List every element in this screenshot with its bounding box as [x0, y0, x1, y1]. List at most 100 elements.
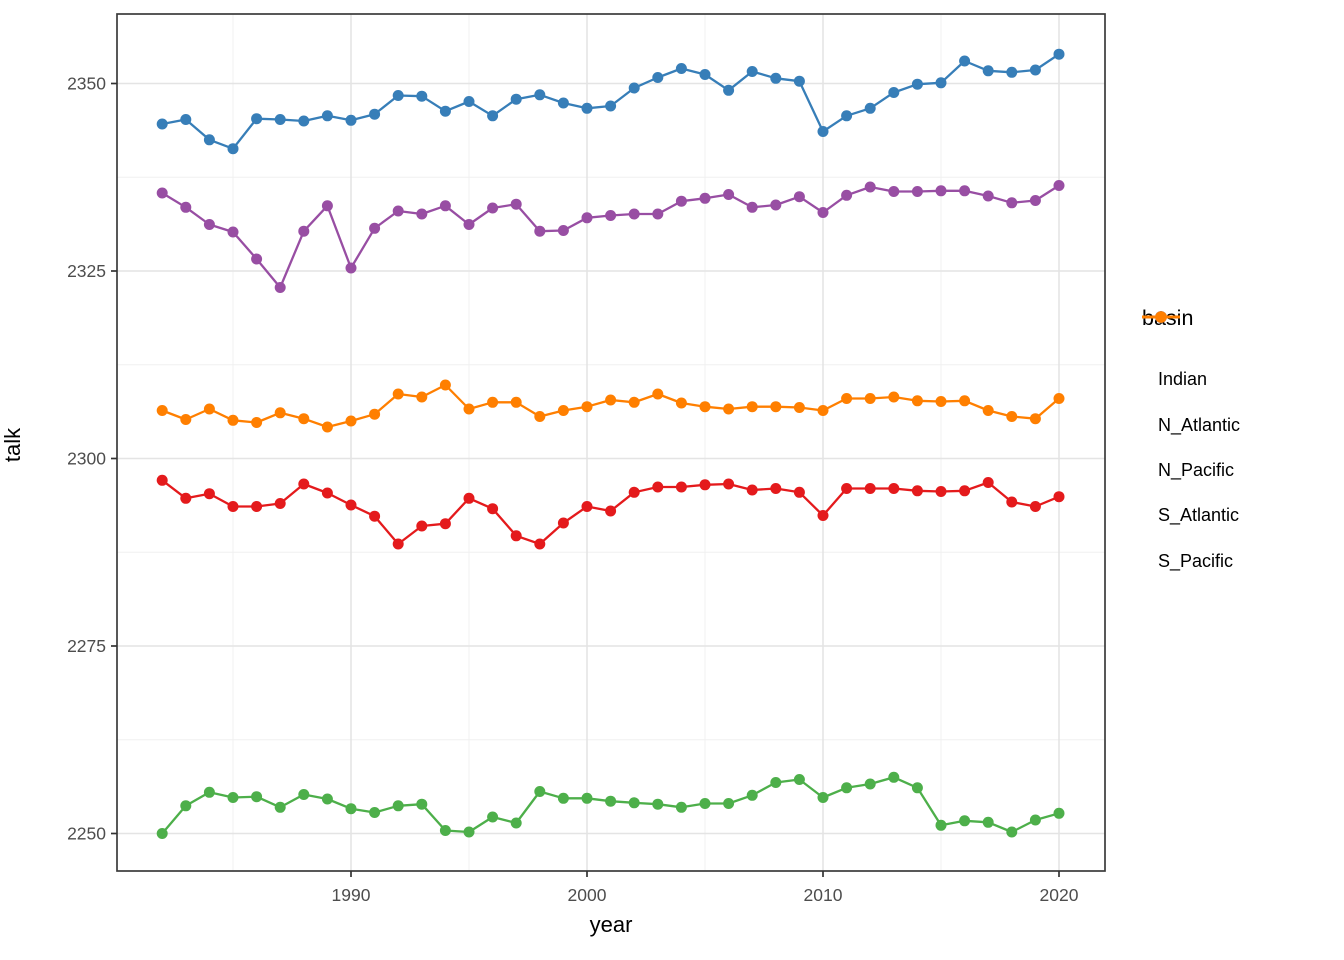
data-point	[699, 401, 711, 413]
data-point	[274, 498, 286, 509]
data-point	[982, 816, 994, 828]
data-point	[180, 114, 192, 125]
data-point	[487, 202, 499, 214]
data-point	[274, 407, 286, 419]
data-point	[321, 793, 333, 805]
data-point	[1006, 411, 1018, 422]
legend-label: Indian	[1158, 369, 1208, 390]
y-tick-label: 2300	[67, 449, 106, 469]
data-point	[180, 414, 192, 425]
data-point	[203, 786, 215, 798]
data-point	[935, 396, 947, 407]
data-point	[487, 110, 499, 122]
data-point	[298, 115, 310, 127]
data-point	[463, 219, 475, 230]
series-N_Pacific	[156, 771, 1065, 839]
series-Indian	[156, 474, 1065, 550]
data-point	[557, 517, 569, 529]
x-tick-label: 2010	[804, 885, 843, 905]
axes: 1990 2000 2010 2020 2250 2275 2300 2325 2350	[67, 74, 1079, 906]
legend-label: N_Atlantic	[1158, 414, 1241, 435]
data-point	[605, 505, 617, 517]
data-point	[463, 826, 475, 838]
data-point	[793, 402, 805, 413]
data-point	[227, 226, 239, 238]
x-tick-label: 2000	[568, 885, 607, 905]
data-point	[392, 90, 404, 101]
data-point	[841, 189, 853, 201]
data-point	[935, 185, 947, 197]
data-point	[203, 403, 215, 415]
data-point	[699, 69, 711, 80]
data-point	[439, 200, 451, 212]
data-point	[487, 503, 499, 515]
data-point	[699, 479, 711, 491]
data-point	[723, 478, 735, 490]
data-point	[652, 208, 664, 220]
data-point	[628, 82, 640, 94]
data-point	[935, 819, 947, 831]
legend-item-N_Pacific: N_Pacific	[1142, 311, 1342, 493]
data-point	[793, 191, 805, 203]
data-point	[227, 143, 239, 155]
data-point	[770, 777, 782, 788]
data-point	[675, 801, 687, 813]
data-point	[746, 66, 758, 77]
data-point	[557, 405, 569, 416]
legend-label: S_Pacific	[1158, 550, 1234, 571]
data-point	[723, 403, 735, 415]
data-point	[392, 205, 404, 217]
data-point	[1006, 496, 1018, 508]
data-point	[841, 782, 853, 794]
data-point	[699, 798, 711, 809]
data-point	[180, 201, 192, 213]
data-point	[369, 408, 381, 420]
data-point	[817, 510, 829, 521]
data-point	[581, 792, 593, 804]
data-point	[935, 486, 947, 497]
data-point	[982, 405, 994, 416]
data-point	[1006, 826, 1018, 838]
data-point	[888, 186, 900, 197]
data-point	[321, 200, 333, 212]
data-point	[510, 817, 522, 829]
data-point	[675, 195, 687, 207]
x-tick-label: 2020	[1040, 885, 1079, 905]
data-point	[392, 800, 404, 812]
data-point	[628, 396, 640, 408]
data-point	[180, 800, 192, 812]
data-point	[203, 134, 215, 146]
x-tick-label: 1990	[332, 885, 371, 905]
data-point	[463, 96, 475, 107]
data-point	[1006, 197, 1018, 209]
data-point	[416, 208, 428, 220]
data-point	[557, 792, 569, 804]
data-point	[982, 190, 994, 202]
data-point	[959, 185, 971, 197]
data-point	[251, 501, 263, 512]
data-point	[534, 786, 546, 797]
data-point	[864, 102, 876, 114]
data-point	[911, 186, 923, 197]
data-point	[959, 395, 971, 407]
data-point	[510, 530, 522, 542]
gridlines-minor	[117, 14, 1105, 871]
data-point	[746, 401, 758, 413]
x-axis-title: year	[589, 912, 633, 937]
y-tick-label: 2350	[67, 74, 106, 94]
legend-item-Indian: Indian	[1142, 311, 1342, 402]
data-point	[487, 396, 499, 408]
data-point	[345, 415, 357, 427]
data-point	[841, 483, 853, 494]
y-axis-title: talk	[0, 427, 25, 463]
data-point	[392, 538, 404, 550]
data-point	[817, 792, 829, 803]
data-point	[911, 782, 923, 794]
data-point	[652, 798, 664, 810]
data-point	[416, 520, 428, 532]
data-point	[864, 778, 876, 790]
data-point	[557, 225, 569, 236]
legend-label: N_Pacific	[1158, 459, 1235, 480]
data-point	[298, 225, 310, 237]
y-tick-label: 2250	[67, 824, 106, 844]
